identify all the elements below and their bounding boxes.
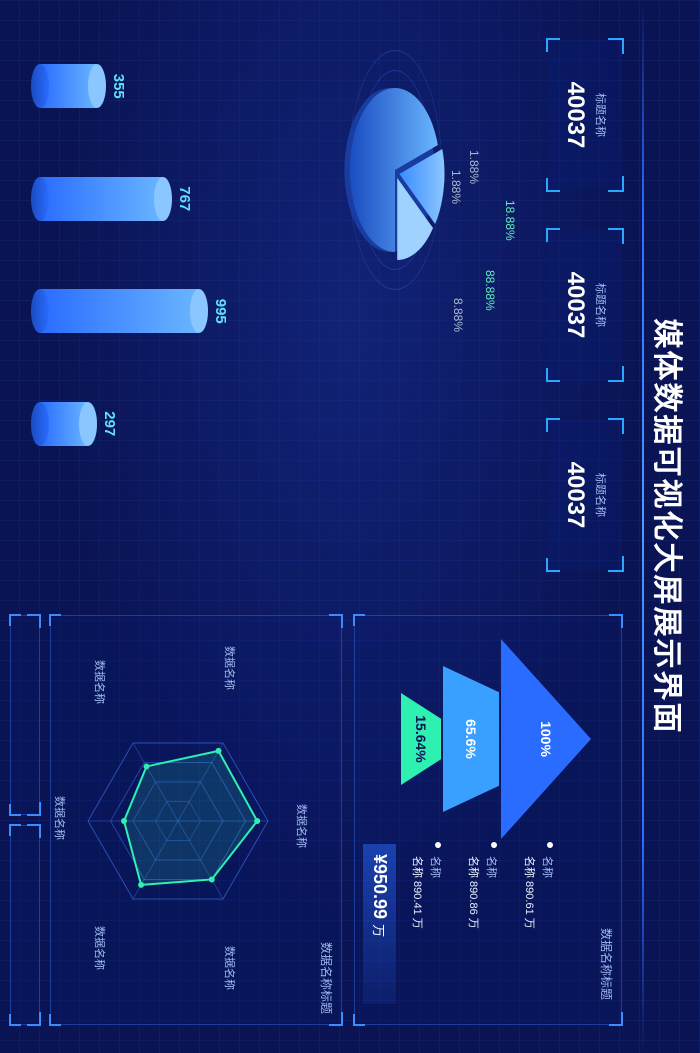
cylinder-value: 767: [176, 186, 193, 211]
panel-small: [10, 615, 40, 815]
panel-title: 数据名称标题: [598, 844, 621, 1010]
kpi-label: 标题名称: [593, 283, 609, 327]
cylinder-bar: 355: [40, 64, 97, 108]
dashboard-stage: 媒体数据可视化大屏展示界面 标题名称 40037 标题名称 40037 标题名称…: [0, 0, 700, 1053]
kpi-value: 40037: [561, 462, 589, 529]
radar-axis-label: 数据名称: [92, 660, 108, 704]
kpi-card: 标题名称 40037: [548, 230, 622, 380]
legend-item: 名称名称 890.86 万: [466, 846, 500, 1010]
kpi-card: 标题名称 40037: [548, 420, 622, 570]
funnel-segment: 15.64%: [401, 693, 441, 785]
page-title: 媒体数据可视化大屏展示界面: [648, 0, 692, 1053]
kpi-value: 40037: [561, 82, 589, 149]
radar-chart: 数据名称数据名称数据名称数据名称数据名称数据名称: [58, 616, 318, 1024]
cylinder-value: 297: [101, 411, 118, 436]
legend-item: 名称名称 890.61 万: [522, 846, 556, 1010]
pie-slice-label: 8.88%: [451, 298, 465, 332]
funnel-segment: 65.6%: [443, 666, 499, 812]
pie-chart: 88.88% 18.88% 8.88% 1.88% 1.88%: [245, 20, 525, 360]
pie-labels: 88.88% 18.88% 8.88% 1.88% 1.88%: [245, 20, 525, 360]
panel-funnel: 100%65.6%15.64% 数据名称标题 名称名称 890.61 万名称名称…: [354, 615, 622, 1025]
cylinder-value: 995: [212, 299, 229, 324]
radar-axis-label: 数据名称: [92, 926, 108, 970]
funnel-segment: 100%: [501, 639, 591, 839]
cylinder-bar: 767: [40, 177, 163, 221]
panel-title: 数据名称标题: [318, 616, 341, 1024]
panel-radar: 数据名称标题 数据名称数据名称数据名称数据名称数据名称数据名称: [50, 615, 342, 1025]
kpi-label: 标题名称: [593, 473, 609, 517]
price-box: ¥950.99 万: [363, 844, 396, 1004]
cylinder-bar: 297: [40, 402, 88, 446]
header: 媒体数据可视化大屏展示界面: [642, 0, 692, 1053]
kpi-value: 40037: [561, 272, 589, 339]
kpi-label: 标题名称: [593, 93, 609, 137]
funnel-chart: 100%65.6%15.64%: [371, 634, 591, 844]
pie-slice-label: 88.88%: [483, 270, 497, 311]
cylinder-chart: 355 767 995 297: [40, 30, 230, 480]
legend-item: 名称名称 890.41 万: [410, 846, 444, 1010]
radar-axis-label: 数据名称: [222, 946, 238, 990]
header-divider: [642, 0, 644, 1053]
panel-small: [10, 825, 40, 1025]
cylinder-bar: 995: [40, 289, 199, 333]
radar-axis-label: 数据名称: [52, 796, 68, 840]
radar-axis-label: 数据名称: [222, 646, 238, 690]
pie-slice-label: 18.88%: [503, 200, 517, 241]
pie-slice-label: 1.88%: [449, 170, 463, 204]
cylinder-value: 355: [110, 74, 127, 99]
radar-axis-label: 数据名称: [294, 804, 310, 848]
kpi-row: 标题名称 40037 标题名称 40037 标题名称 40037: [548, 40, 622, 570]
kpi-card: 标题名称 40037: [548, 40, 622, 190]
funnel-legend: 名称名称 890.61 万名称名称 890.86 万名称名称 890.41 万: [410, 846, 556, 1010]
pie-slice-label: 1.88%: [467, 150, 481, 184]
